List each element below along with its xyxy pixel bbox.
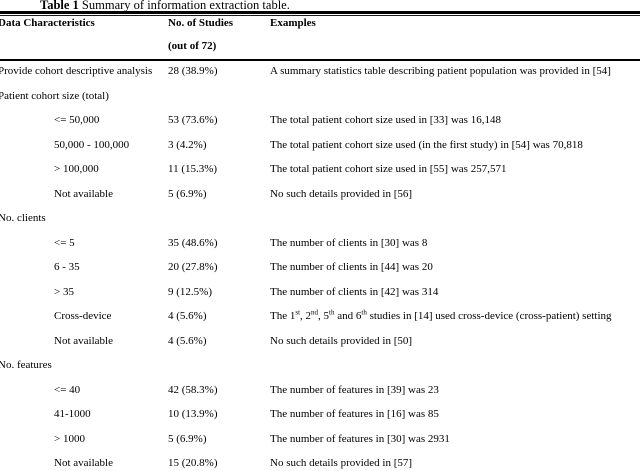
- row-label: Cross-device: [54, 310, 112, 322]
- row-label: 50,000 - 100,000: [54, 138, 130, 151]
- row-count: 11 (15.3%): [168, 163, 218, 175]
- row-example: No such details provided in [57]: [270, 457, 413, 469]
- table-row: 41-1000 10 (13.9%) The number of feature…: [0, 402, 640, 427]
- row-example: The total patient cohort size used (in t…: [270, 138, 583, 151]
- row-count: 5 (6.9%): [168, 187, 207, 200]
- row-label: <= 5: [54, 236, 75, 249]
- section-label: No. features: [0, 359, 52, 371]
- table-caption-number: Table 1: [40, 0, 79, 12]
- header-data-characteristics: Data Characteristics: [0, 17, 95, 29]
- table-section-row: No. features: [0, 353, 640, 378]
- row-example: [270, 84, 640, 109]
- row-count: 10 (13.9%): [168, 408, 218, 420]
- row-example: The 1st, 2nd, 5th and 6th studies in [14…: [270, 308, 612, 322]
- row-label: Not available: [54, 187, 113, 200]
- table-row: Provide cohort descriptive analysis 28 (…: [0, 59, 640, 84]
- row-count: 15 (20.8%): [168, 457, 218, 469]
- row-count: 4 (5.6%): [168, 310, 207, 322]
- row-example: [270, 206, 640, 231]
- row-example: The number of clients in [30] was 8: [270, 236, 428, 249]
- table-row: > 100,000 11 (15.3%) The total patient c…: [0, 157, 640, 182]
- table-body: Provide cohort descriptive analysis 28 (…: [0, 59, 640, 471]
- row-count: 53 (73.6%): [168, 114, 218, 126]
- row-count: [168, 84, 270, 109]
- row-label: > 1000: [54, 432, 85, 445]
- top-rule-thick: [0, 11, 640, 14]
- row-example: The number of clients in [42] was 314: [270, 285, 439, 298]
- row-label: Not available: [54, 457, 113, 469]
- row-count: 4 (5.6%): [168, 334, 207, 347]
- table-row: <= 50,000 53 (73.6%) The total patient c…: [0, 108, 640, 133]
- row-example: The total patient cohort size used in [5…: [270, 163, 507, 175]
- table-row: 50,000 - 100,000 3 (4.2%) The total pati…: [0, 133, 640, 158]
- row-label: Not available: [54, 334, 113, 347]
- table-row: Not available 4 (5.6%) No such details p…: [0, 329, 640, 354]
- table-row: Not available 15 (20.8%) No such details…: [0, 451, 640, 471]
- row-example: A summary statistics table describing pa…: [270, 65, 611, 77]
- row-count: 42 (58.3%): [168, 383, 218, 396]
- row-count: 20 (27.8%): [168, 261, 218, 273]
- header-examples: Examples: [270, 17, 316, 29]
- row-example: No such details provided in [50]: [270, 334, 413, 347]
- section-label: No. clients: [0, 212, 46, 224]
- row-count: 5 (6.9%): [168, 432, 207, 445]
- table-row: > 1000 5 (6.9%) The number of features i…: [0, 427, 640, 452]
- row-example: No such details provided in [56]: [270, 187, 413, 200]
- row-example: The number of features in [30] was 2931: [270, 432, 450, 445]
- row-label: <= 40: [54, 383, 81, 396]
- table-row: Cross-device 4 (5.6%) The 1st, 2nd, 5th …: [0, 304, 640, 329]
- row-count: 35 (48.6%): [168, 236, 218, 249]
- table-section-row: Patient cohort size (total): [0, 84, 640, 109]
- section-label: Patient cohort size (total): [0, 89, 109, 102]
- row-count: [168, 353, 270, 378]
- row-count: 9 (12.5%): [168, 285, 212, 298]
- header-no-of-studies: No. of Studies: [168, 17, 234, 29]
- row-count: 28 (38.9%): [168, 65, 218, 77]
- table-caption: Table 1 Summary of information extractio…: [40, 0, 290, 12]
- row-count: 3 (4.2%): [168, 138, 207, 151]
- header-out-of-72: (out of 72): [168, 40, 217, 52]
- table-row: > 35 9 (12.5%) The number of clients in …: [0, 280, 640, 305]
- table-row: Not available 5 (6.9%) No such details p…: [0, 182, 640, 207]
- row-label: 41-1000: [54, 408, 91, 420]
- row-label: 6 - 35: [54, 261, 80, 273]
- table-caption-text: Summary of information extraction table.: [78, 0, 290, 12]
- row-example: [270, 353, 640, 378]
- row-label: > 100,000: [54, 163, 99, 175]
- row-example: The total patient cohort size used in [3…: [270, 114, 501, 126]
- row-example: The number of features in [16] was 85: [270, 408, 439, 420]
- table-header-row: Data Characteristics No. of Studies (out…: [0, 15, 640, 59]
- table-section-row: No. clients: [0, 206, 640, 231]
- row-label: <= 50,000: [54, 114, 100, 126]
- header-separator-rule: [0, 59, 640, 61]
- table-row: <= 40 42 (58.3%) The number of features …: [0, 378, 640, 403]
- row-example: The number of clients in [44] was 20: [270, 261, 433, 273]
- table-row: 6 - 35 20 (27.8%) The number of clients …: [0, 255, 640, 280]
- top-rule-thin: [0, 15, 640, 16]
- row-label: Provide cohort descriptive analysis: [0, 65, 153, 77]
- table-row: <= 5 35 (48.6%) The number of clients in…: [0, 231, 640, 256]
- row-count: [168, 206, 270, 231]
- row-example: The number of features in [39] was 23: [270, 383, 439, 396]
- row-label: > 35: [54, 285, 74, 298]
